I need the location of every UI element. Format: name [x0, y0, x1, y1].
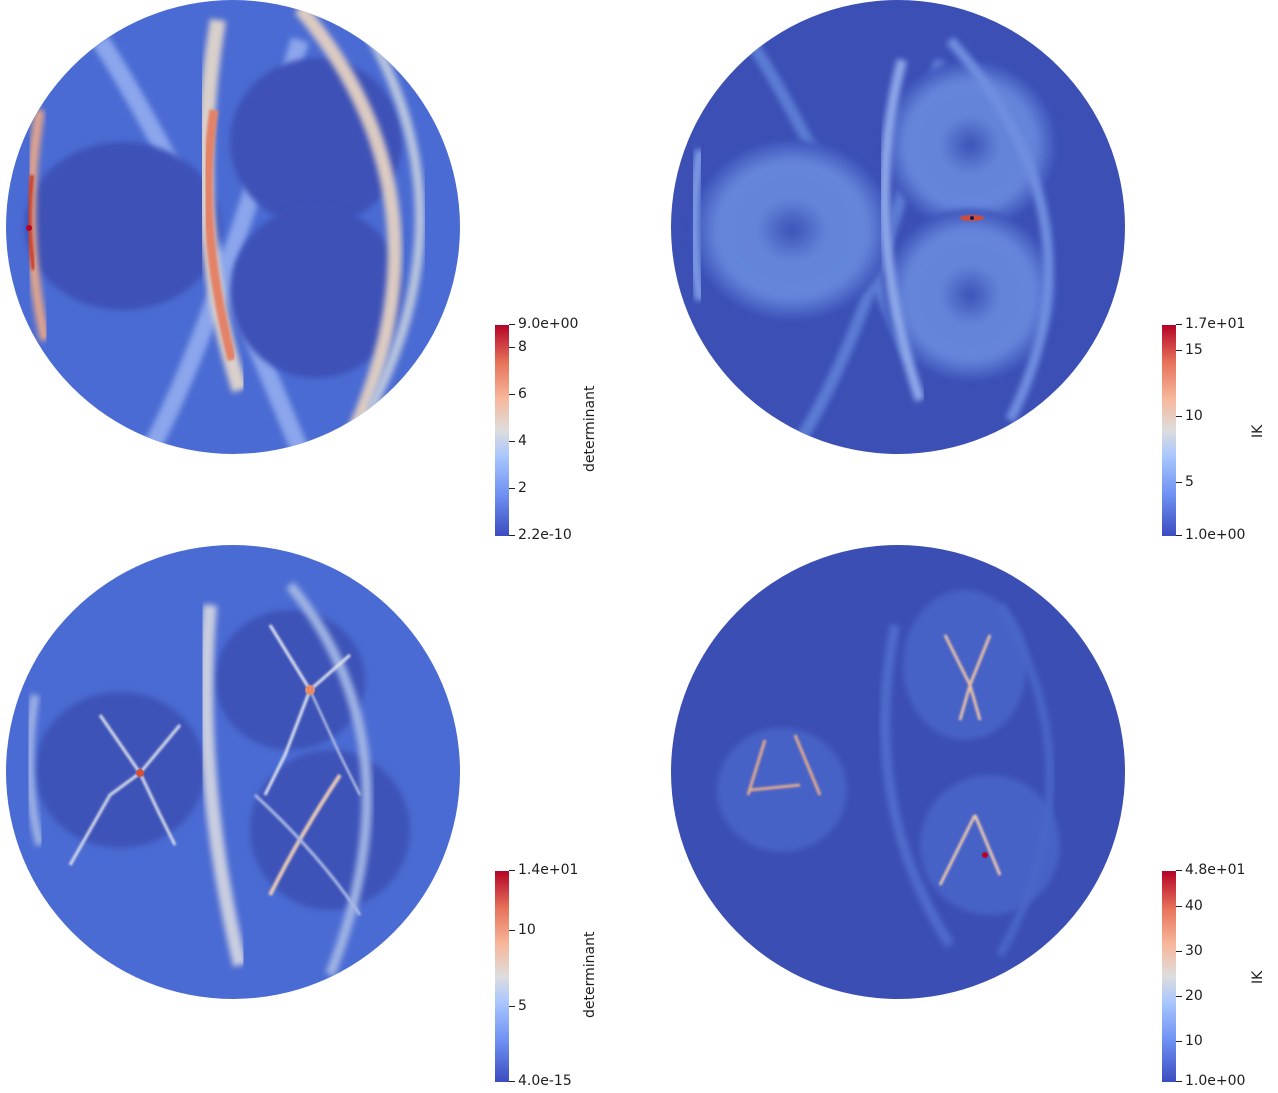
colorbar-tick-label: 2 [518, 480, 527, 497]
colorbar-tick-label: 5 [518, 997, 527, 1014]
colorbar-tick-label: 4 [518, 433, 527, 450]
colorbar-tick-label: 1.4e+01 [518, 862, 579, 878]
colorbar-tick-label: 2.2e-10 [518, 527, 572, 543]
colorbar-tick-label: 6 [518, 386, 527, 403]
colorbar-tick-label: 4.8e+01 [1185, 862, 1246, 878]
colorbar-title: determinant [582, 385, 598, 472]
colorbar-tick-label: 9.0e+00 [518, 316, 579, 332]
colorbar-tick-label: 4.0e-15 [518, 1073, 572, 1089]
colorbar-tick-label: 1.7e+01 [1185, 316, 1246, 332]
colorbar-tick-label: 1.0e+00 [1185, 1073, 1246, 1089]
mesh-plot-top-left [0, 0, 470, 460]
colorbar-top-right: 1.7e+01 15 10 5 1.0e+00 [1162, 316, 1278, 543]
colorbar-title: IK [1250, 424, 1266, 438]
colorbar-top-left: 9.0e+00 8 6 4 2 2.2e-10 [495, 316, 615, 543]
colorbar-title: determinant [582, 931, 598, 1018]
colorbar-tick-label: 15 [1185, 342, 1203, 359]
colorbar-tick-label: 10 [1185, 1032, 1203, 1049]
colorbar-title: IK [1250, 970, 1266, 984]
colorbar-tick-label: 10 [1185, 408, 1203, 425]
colorbar-tick-label: 8 [518, 339, 527, 356]
colorbar-tick-label: 5 [1185, 474, 1194, 491]
colorbar-tick-label: 1.0e+00 [1185, 527, 1246, 543]
colorbar-tick-label: 10 [518, 922, 536, 939]
colorbar-tick-label: 30 [1185, 942, 1203, 959]
mesh-plot-top-right [670, 0, 1140, 460]
colorbar-tick-label: 40 [1185, 897, 1203, 914]
mesh-plot-bottom-left [0, 545, 470, 1005]
colorbar-tick-label: 20 [1185, 987, 1203, 1004]
colorbar-bottom-left: 1.4e+01 10 5 4.0e-15 [495, 862, 615, 1089]
mesh-plot-bottom-right [670, 545, 1140, 1005]
colorbar-bottom-right: 4.8e+01 40 30 20 10 1.0e+00 [1162, 862, 1278, 1089]
